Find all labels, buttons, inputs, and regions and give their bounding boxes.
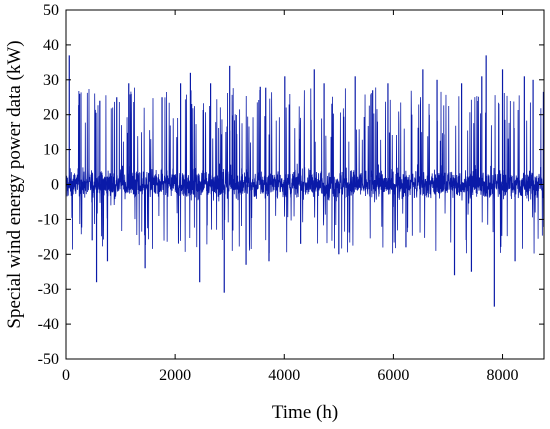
plot-area <box>65 55 545 307</box>
y-tick-label: -50 <box>38 351 59 368</box>
y-tick-label: -40 <box>38 316 59 333</box>
x-tick-label: 6000 <box>377 367 409 384</box>
y-axis-label: Special wind energy power data (kW) <box>4 40 25 328</box>
y-tick-label: 10 <box>43 142 59 159</box>
y-tick-label: -10 <box>38 211 59 228</box>
x-tick-label: 8000 <box>487 367 519 384</box>
x-tick-label: 2000 <box>159 367 191 384</box>
x-axis-label: Time (h) <box>272 402 338 423</box>
axes: -50 -40 -30 -20 -10 0 10 20 30 40 50 0 2000 4000 6000 8… <box>38 2 545 384</box>
x-tick-label: 0 <box>62 367 70 384</box>
y-tick-label: -30 <box>38 281 59 298</box>
y-tick-label: 40 <box>43 37 59 54</box>
series-line-texture <box>65 87 545 254</box>
y-tick-label: -20 <box>38 246 59 263</box>
y-tick-label: 30 <box>43 72 59 89</box>
y-tick-label: 20 <box>43 107 59 124</box>
y-tick-label: 50 <box>43 2 59 19</box>
x-tick-label: 4000 <box>268 367 300 384</box>
y-tick-label: 0 <box>51 177 59 194</box>
